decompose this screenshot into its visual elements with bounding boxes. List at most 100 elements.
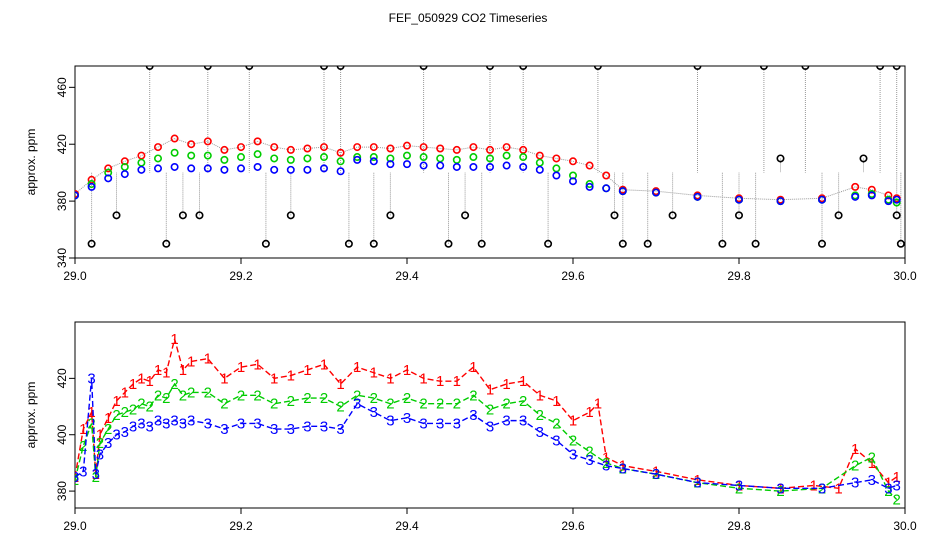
data-point-flagged [693, 66, 702, 70]
series-marker-3: 3 [403, 410, 411, 427]
series-marker-3: 3 [602, 458, 610, 475]
data-point-1 [419, 143, 428, 152]
data-point-flagged [776, 154, 785, 163]
data-point-3 [220, 165, 229, 174]
series-marker-2: 2 [486, 401, 494, 418]
data-point-3 [817, 195, 826, 204]
series-marker-3: 3 [154, 413, 162, 430]
series-marker-1: 1 [502, 376, 510, 393]
data-point-2 [485, 154, 494, 163]
series-marker-2: 2 [187, 384, 195, 401]
chart-panel-top: 29.0 29.2 29.4 29.6 29.8 30.0 340 380 420 460 appr… [24, 65, 917, 283]
data-point-3 [87, 182, 96, 191]
series-marker-3: 3 [893, 477, 901, 494]
data-point-2 [336, 157, 345, 166]
series-marker-2: 2 [154, 387, 162, 404]
series-marker-2: 2 [469, 387, 477, 404]
series-marker-2: 2 [851, 458, 859, 475]
data-point-3 [170, 162, 179, 171]
series-marker-1: 1 [552, 393, 560, 410]
y-tick-label: 420 [55, 134, 69, 154]
series-marker-1: 1 [71, 469, 79, 486]
series-marker-1: 1 [419, 370, 427, 387]
series-marker-2: 2 [79, 438, 87, 455]
series-marker-1: 1 [594, 396, 602, 413]
data-point-1 [386, 144, 395, 153]
series-marker-1: 1 [303, 362, 311, 379]
series-marker-1: 1 [403, 362, 411, 379]
series-marker-2: 2 [92, 469, 100, 486]
data-point-1 [303, 144, 312, 153]
data-point-flagged [593, 66, 602, 70]
data-point-1 [568, 157, 577, 166]
series-marker-2: 2 [868, 449, 876, 466]
series-marker-3: 3 [96, 446, 104, 463]
data-point-flagged [610, 211, 619, 220]
series-marker-2: 2 [735, 480, 743, 497]
data-point-flagged [461, 211, 470, 220]
series-marker-1: 1 [170, 331, 178, 348]
series-marker-1: 1 [320, 356, 328, 373]
data-point-3 [469, 162, 478, 171]
series-marker-3: 3 [104, 435, 112, 452]
series-marker-2: 2 [96, 435, 104, 452]
series-marker-3: 3 [453, 415, 461, 432]
data-point-1 [137, 151, 146, 160]
series-marker-3: 3 [336, 421, 344, 438]
data-point-flagged [544, 239, 553, 248]
series-marker-3: 3 [552, 432, 560, 449]
data-point-flagged [801, 66, 810, 70]
data-point-2 [519, 153, 528, 162]
series-marker-3: 3 [502, 413, 510, 430]
series-marker-3: 3 [776, 480, 784, 497]
data-point-1 [436, 144, 445, 153]
y-tick-label: 400 [55, 424, 69, 444]
chart-panel-bottom: 29.0 29.2 29.4 29.6 29.8 30.0 380 400 420 approx.… [24, 321, 917, 533]
data-point-flagged [145, 66, 154, 70]
data-point-flagged [759, 66, 768, 70]
data-point-flagged [320, 66, 328, 70]
y-tick-label: 340 [55, 248, 69, 268]
series-marker-1: 1 [204, 351, 212, 368]
series-marker-2: 2 [104, 421, 112, 438]
data-point-2 [319, 153, 328, 162]
data-point-1 [104, 164, 113, 173]
data-point-3 [253, 162, 262, 171]
series-marker-1: 1 [137, 370, 145, 387]
series-marker-2: 2 [569, 432, 577, 449]
series-marker-3: 3 [146, 418, 154, 435]
series-marker-2: 2 [320, 390, 328, 407]
series-marker-3: 3 [162, 415, 170, 432]
series-marker-2: 2 [303, 390, 311, 407]
series-marker-2: 2 [87, 415, 95, 432]
series-marker-1: 1 [220, 370, 228, 387]
data-point-3 [120, 170, 129, 179]
x-tick-label: 29.2 [229, 519, 253, 533]
series-marker-1: 1 [851, 441, 859, 458]
series-marker-2: 2 [287, 393, 295, 410]
series-marker-1: 1 [868, 455, 876, 472]
x-tick-label: 29.6 [561, 519, 585, 533]
data-point-flagged [195, 211, 204, 220]
x-tick-label: 29.0 [63, 519, 87, 533]
data-point-flagged [87, 239, 96, 248]
data-point-1 [220, 145, 229, 154]
x-tick-label: 29.8 [727, 519, 751, 533]
data-point-flagged [178, 211, 187, 220]
series-marker-2: 2 [353, 387, 361, 404]
data-point-3 [286, 165, 295, 174]
series-marker-3: 3 [386, 413, 394, 430]
series-marker-2: 2 [237, 387, 245, 404]
series-marker-3: 3 [187, 413, 195, 430]
series-marker-2: 2 [386, 396, 394, 413]
data-point-3 [552, 171, 561, 180]
data-point-3 [485, 162, 494, 171]
x-tick-label: 29.6 [561, 269, 585, 283]
data-point-3 [651, 188, 660, 197]
data-point-2 [436, 154, 445, 163]
series-marker-1: 1 [146, 373, 154, 390]
series-marker-2: 2 [370, 390, 378, 407]
series-marker-3: 3 [436, 415, 444, 432]
series-marker-3: 3 [652, 466, 660, 483]
